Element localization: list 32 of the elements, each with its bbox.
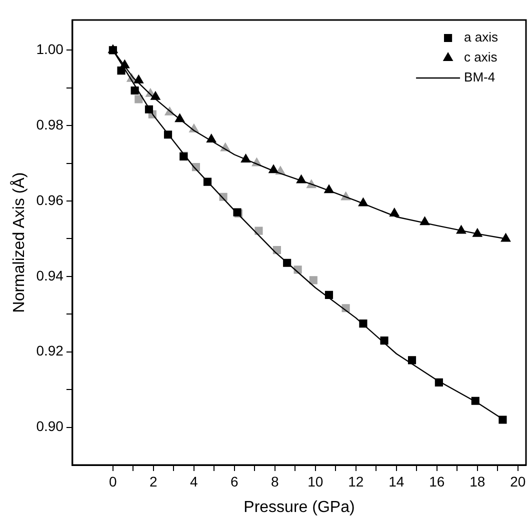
x-tick-label: 12	[348, 473, 364, 490]
x-tick-label: 14	[388, 473, 404, 490]
point	[254, 226, 263, 235]
x-tick-label: 10	[308, 473, 324, 490]
x-tick-label: 4	[190, 473, 198, 490]
point	[408, 356, 416, 364]
legend-label: BM-4	[464, 70, 496, 85]
x-axis-title: Pressure (GPa)	[244, 498, 355, 516]
point	[134, 74, 144, 84]
point	[498, 416, 507, 424]
y-tick-label: 0.96	[36, 192, 64, 208]
point	[380, 336, 388, 345]
point	[456, 225, 466, 234]
point	[117, 66, 126, 75]
x-tick-label: 20	[510, 473, 526, 490]
legend-label: c axis	[464, 50, 498, 65]
y-axis-title: Normalized Axis (Å)	[10, 172, 28, 313]
y-tick-label: 1.00	[36, 41, 64, 58]
x-tick-label: 6	[230, 473, 239, 490]
x-tick-label: 16	[429, 473, 445, 490]
x-tick-label: 2	[150, 473, 158, 490]
x-tick-label: 8	[271, 473, 280, 490]
y-tick-label: 0.92	[36, 342, 64, 359]
y-tick-label: 0.98	[36, 116, 64, 132]
x-tick-label: 0	[109, 473, 118, 490]
y-tick-label: 0.94	[36, 267, 64, 284]
point	[309, 276, 318, 284]
point	[500, 233, 511, 242]
point	[134, 95, 143, 104]
x-tick-label: 18	[470, 473, 486, 490]
legend-label: a axis	[464, 30, 498, 45]
y-tick-label: 0.90	[36, 418, 64, 434]
